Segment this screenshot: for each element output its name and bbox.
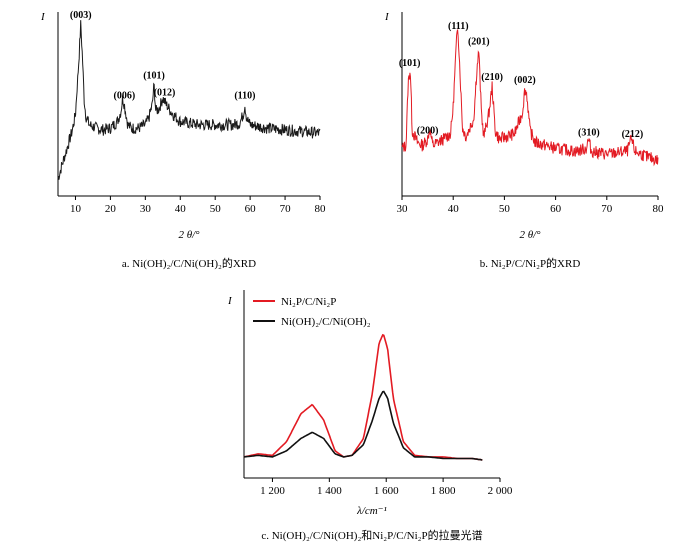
y-axis-label: I (40, 11, 46, 23)
peak-label: (111) (448, 21, 469, 32)
x-tick-label: 60 (550, 203, 562, 215)
peak-label: (212) (622, 129, 644, 140)
legend-label-ni2p: Ni₂P/C/Ni₂P (281, 296, 336, 308)
x-tick-label: 10 (70, 203, 82, 215)
x-tick-label: 50 (210, 203, 222, 215)
x-tick-label: 1 400 (317, 485, 342, 497)
peak-label: (012) (154, 87, 176, 98)
x-tick-label: 70 (601, 203, 613, 215)
peak-label: (101) (143, 70, 165, 81)
x-tick-label: 60 (245, 203, 257, 215)
xrd-chart-b: I 30 40 50 60 70 80 (101) (200) (111) (201) (210)… (384, 11, 664, 270)
peak-label: (101) (399, 58, 421, 69)
peak-label: (210) (481, 72, 503, 83)
x-tick-label: 30 (140, 203, 152, 215)
x-tick-label: 40 (175, 203, 187, 215)
x-tick-label: 1 800 (431, 485, 456, 497)
x-tick-label: 40 (448, 203, 460, 215)
x-tick-label: 2 000 (488, 485, 513, 497)
x-axis-label: 2 θ/° (519, 229, 541, 241)
raman-chart-c: I 1 200 1 400 1 600 1 800 2 000 Ni₂P/C/Ni₂P … (227, 290, 513, 542)
x-tick-label: 80 (653, 203, 665, 215)
caption-c: c. Ni(OH)₂/C/Ni(OH)₂和Ni₂P/C/Ni₂P的拉曼光谱 (261, 528, 482, 542)
x-tick-label: 70 (280, 203, 292, 215)
peak-label: (200) (417, 125, 439, 136)
peak-label: (003) (70, 10, 92, 21)
y-axis-label: I (227, 295, 233, 307)
peak-label: (201) (468, 37, 490, 48)
caption-a: a. Ni(OH)₂/C/Ni(OH)₂的XRD (122, 256, 256, 270)
xrd-curve-b (401, 29, 659, 167)
x-tick-label: 20 (105, 203, 117, 215)
x-axis-label: λ/cm⁻¹ (356, 505, 387, 517)
x-tick-label: 80 (315, 203, 327, 215)
x-tick-label: 1 200 (260, 485, 285, 497)
x-tick-label: 1 600 (374, 485, 399, 497)
peak-label: (006) (114, 91, 136, 102)
peak-label: (310) (578, 127, 600, 138)
x-tick-label: 30 (397, 203, 409, 215)
xrd-chart-a: I 10 20 30 40 50 60 70 80 (003) (006) (101) (012) (… (40, 10, 326, 270)
legend: Ni₂P/C/Ni₂P Ni(OH)₂/C/Ni(OH)₂ (253, 296, 371, 328)
x-axis-label: 2 θ/° (178, 229, 200, 241)
raman-curve-nioh2 (243, 390, 483, 461)
y-axis-label: I (384, 11, 390, 23)
legend-label-nioh2: Ni(OH)₂/C/Ni(OH)₂ (281, 316, 371, 328)
caption-b: b. Ni₂P/C/Ni₂P的XRD (480, 256, 581, 270)
x-tick-label: 50 (499, 203, 511, 215)
raman-curve-ni2p (243, 333, 483, 461)
xrd-curve-a (57, 20, 321, 180)
peak-label: (110) (234, 91, 255, 102)
peak-label: (002) (514, 75, 536, 86)
